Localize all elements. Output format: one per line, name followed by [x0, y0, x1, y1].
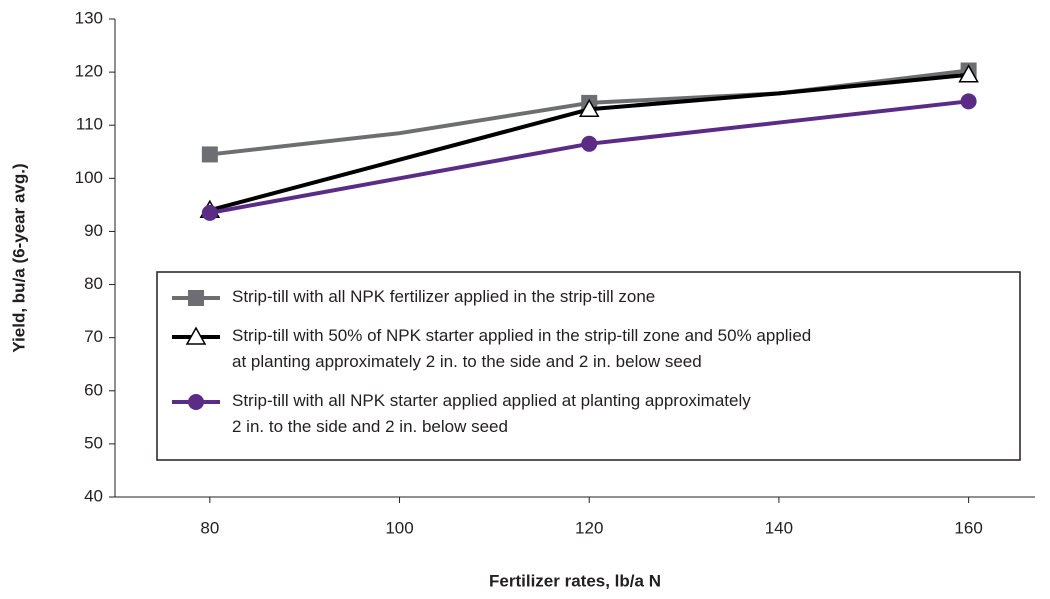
y-tick-label: 130	[75, 8, 103, 27]
y-tick-label: 50	[84, 433, 103, 452]
marker	[201, 146, 218, 163]
x-tick-label: 100	[385, 518, 413, 537]
legend-marker	[188, 394, 204, 410]
y-tick-label: 40	[84, 486, 103, 505]
y-tick-label: 100	[75, 168, 103, 187]
marker	[578, 98, 600, 118]
y-tick-label: 70	[84, 327, 103, 346]
marker	[960, 93, 977, 110]
x-tick-label: 120	[575, 518, 603, 537]
x-tick-label: 80	[200, 518, 219, 537]
legend-marker	[185, 326, 207, 345]
y-tick-label: 60	[84, 380, 103, 399]
x-axis-title: Fertilizer rates, lb/a N	[489, 571, 661, 590]
legend-label: Strip-till with all NPK starter applied …	[232, 391, 751, 436]
y-axis-title: Yield, bu/a (6-year avg.)	[9, 163, 28, 352]
y-tick-label: 80	[84, 274, 103, 293]
y-tick-label: 90	[84, 221, 103, 240]
legend-marker	[188, 290, 204, 306]
y-tick-label: 120	[75, 62, 103, 81]
x-tick-label: 140	[765, 518, 793, 537]
legend-label: Strip-till with 50% of NPK starter appli…	[232, 326, 811, 371]
x-tick-label: 160	[954, 518, 982, 537]
series-line	[209, 99, 969, 215]
legend: Strip-till with all NPK fertilizer appli…	[156, 271, 1021, 461]
legend-label: Strip-till with all NPK fertilizer appli…	[232, 287, 655, 306]
marker	[201, 204, 218, 221]
marker	[581, 135, 598, 152]
marker	[958, 64, 979, 83]
y-tick-label: 110	[76, 115, 103, 134]
legend-box	[156, 271, 1021, 461]
